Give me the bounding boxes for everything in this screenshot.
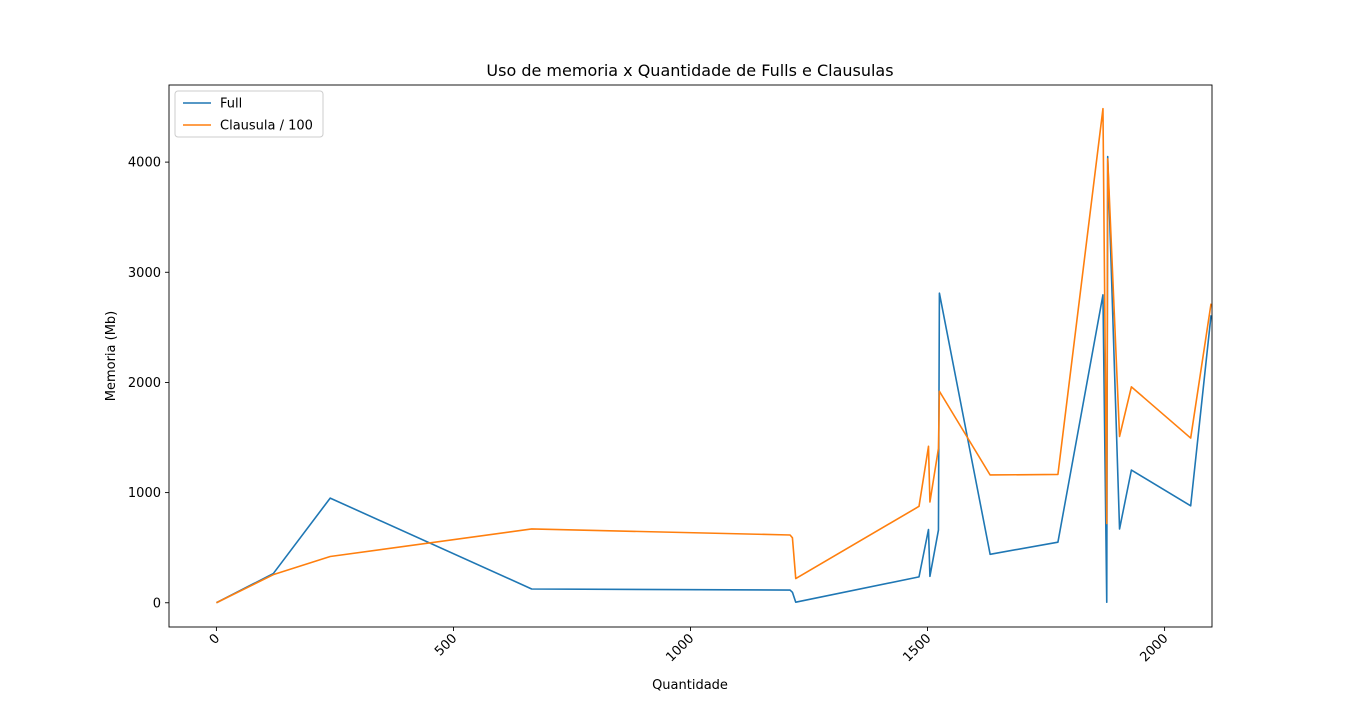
x-tick-label-1: 500 xyxy=(432,631,460,659)
plot-area: 0 500 1000 1500 2000 0 1000 2000 3000 4000 xyxy=(128,84,1213,665)
y-tick-label-3: 3000 xyxy=(128,266,161,281)
y-tick-label-2: 2000 xyxy=(128,376,161,391)
legend-label-1: Clausula / 100 xyxy=(220,119,313,134)
y-tick-label-0: 0 xyxy=(153,596,161,611)
y-axis-label: Memoria (Mb) xyxy=(104,311,119,402)
y-tick-label-1: 1000 xyxy=(128,486,161,501)
x-tick-label-3: 1500 xyxy=(900,631,934,665)
series-line-1 xyxy=(216,107,1212,604)
plot-frame xyxy=(168,84,1213,628)
x-axis-label: Quantidade xyxy=(652,678,728,693)
y-tick-label-4: 4000 xyxy=(128,156,161,171)
chart-title: Uso de memoria x Quantidade de Fulls e C… xyxy=(486,61,893,80)
x-tick-label-0: 0 xyxy=(207,631,223,647)
series-line-0 xyxy=(216,155,1212,604)
legend-box xyxy=(174,90,324,138)
x-tick-label-2: 1000 xyxy=(663,631,697,665)
legend: Full Clausula / 100 xyxy=(174,90,324,138)
legend-label-0: Full xyxy=(220,97,242,112)
x-tick-label-4: 2000 xyxy=(1137,631,1171,665)
